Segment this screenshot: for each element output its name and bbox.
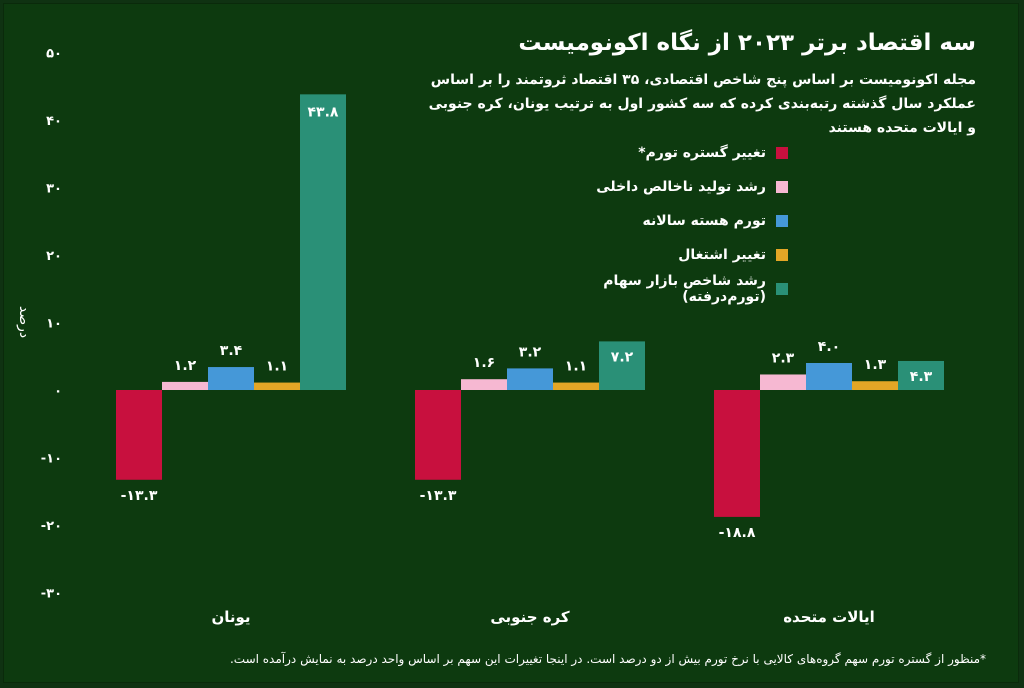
data-label: ۳.۲ xyxy=(519,344,542,360)
bar xyxy=(898,360,944,390)
y-tick-label: ۲۰ xyxy=(46,249,62,264)
y-tick-label: ۳۰ xyxy=(46,182,62,197)
legend-swatch xyxy=(776,249,788,261)
y-tick-label: -۱۰ xyxy=(41,452,62,467)
legend-label: تورم هسته سالانه xyxy=(642,213,766,229)
bar xyxy=(415,390,461,480)
legend-item: تورم هسته سالانه xyxy=(528,204,788,238)
y-tick-label: ۰ xyxy=(54,384,62,399)
bar xyxy=(461,379,507,390)
bar xyxy=(599,341,645,390)
data-label: -۱۳.۳ xyxy=(420,488,457,504)
data-label: ۴.۳ xyxy=(910,369,933,385)
legend-label: رشد تولید ناخالص داخلی xyxy=(596,179,766,195)
legend-swatch xyxy=(776,147,788,159)
chart-subtitle: مجله اکونومیست بر اساس پنج شاخص اقتصادی،… xyxy=(428,72,976,136)
legend-label: تغییر گستره تورم* xyxy=(638,145,766,161)
data-label: ۱.۱ xyxy=(266,359,288,375)
legend-item: تغییر اشتغال xyxy=(528,238,788,272)
data-label: -۱۸.۸ xyxy=(719,525,756,541)
legend: تغییر گستره تورم* رشد تولید ناخالص داخلی ت… xyxy=(528,136,788,306)
legend-item: رشد تولید ناخالص داخلی xyxy=(528,170,788,204)
y-tick-label: -۳۰ xyxy=(41,587,62,602)
bar xyxy=(116,390,162,480)
legend-swatch xyxy=(776,215,788,227)
y-tick-label: -۲۰ xyxy=(41,519,62,534)
x-tick-label: یونان xyxy=(211,608,250,626)
data-label: ۱.۱ xyxy=(565,359,587,375)
bar xyxy=(806,363,852,390)
footnote: *منظور از گستره تورم سهم گروه‌های کالایی… xyxy=(229,652,986,666)
data-label: ۴۳.۸ xyxy=(308,104,339,120)
bar xyxy=(300,94,346,390)
data-label: -۱۳.۳ xyxy=(121,488,158,504)
x-tick-label: ایالات متحده xyxy=(783,608,875,626)
legend-item: تغییر گستره تورم* xyxy=(528,136,788,170)
bar xyxy=(162,381,208,390)
chart-title: سه اقتصاد برتر ۲۰۲۳ از نگاه اکونومیست xyxy=(518,30,976,56)
data-label: ۱.۶ xyxy=(473,355,495,371)
bar xyxy=(208,367,254,390)
data-label: ۱.۲ xyxy=(174,358,197,374)
bar xyxy=(852,381,898,390)
data-label: ۱.۳ xyxy=(864,357,887,373)
data-label: ۷.۲ xyxy=(611,349,634,365)
chart-frame xyxy=(3,3,1019,683)
bar xyxy=(553,382,599,390)
data-label: ۲.۳ xyxy=(772,350,795,366)
bar xyxy=(760,374,806,390)
data-label: ۴.۰ xyxy=(818,339,840,355)
bar xyxy=(254,382,300,390)
bar xyxy=(507,368,553,390)
bar xyxy=(714,390,760,517)
x-tick-label: کره جنوبی xyxy=(490,608,570,626)
legend-label: رشد شاخص بازار سهام (تورم‌درفته) xyxy=(603,273,766,305)
data-label: ۳.۴ xyxy=(220,343,243,359)
legend-swatch xyxy=(776,283,788,295)
y-tick-label: ۴۰ xyxy=(46,114,62,129)
legend-item: رشد شاخص بازار سهام (تورم‌درفته) xyxy=(528,272,788,306)
y-tick-label: ۵۰ xyxy=(46,47,62,62)
legend-label: تغییر اشتغال xyxy=(678,247,766,263)
y-tick-label: ۱۰ xyxy=(46,317,62,332)
legend-swatch xyxy=(776,181,788,193)
y-axis-label: درصد xyxy=(16,306,32,338)
